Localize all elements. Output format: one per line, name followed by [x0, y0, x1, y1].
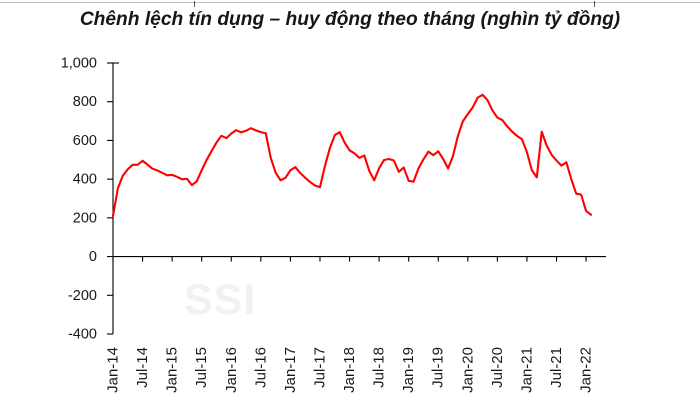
svg-text:Jan-15: Jan-15	[164, 347, 181, 393]
svg-text:200: 200	[73, 210, 97, 226]
svg-text:Jan-19: Jan-19	[400, 347, 417, 393]
svg-text:-200: -200	[68, 288, 97, 304]
svg-text:Jul-20: Jul-20	[489, 347, 506, 388]
svg-text:Jan-17: Jan-17	[282, 347, 299, 393]
svg-text:1,000: 1,000	[61, 56, 97, 72]
svg-text:Jan-14: Jan-14	[105, 347, 122, 393]
svg-text:Jul-15: Jul-15	[193, 347, 210, 388]
svg-text:Jan-20: Jan-20	[459, 347, 476, 393]
svg-text:Jan-16: Jan-16	[223, 347, 240, 393]
svg-text:Jul-14: Jul-14	[134, 347, 151, 388]
svg-text:800: 800	[73, 94, 97, 110]
svg-text:600: 600	[73, 133, 97, 149]
svg-text:Jan-22: Jan-22	[578, 347, 595, 393]
svg-text:400: 400	[73, 172, 97, 188]
svg-text:Jul-17: Jul-17	[311, 347, 328, 388]
svg-text:Jan-21: Jan-21	[518, 347, 535, 393]
svg-text:Jul-18: Jul-18	[371, 347, 388, 388]
svg-text:Jan-18: Jan-18	[341, 347, 358, 393]
svg-text:0: 0	[89, 249, 97, 265]
svg-text:Jul-21: Jul-21	[548, 347, 565, 388]
svg-text:Jul-16: Jul-16	[252, 347, 269, 388]
svg-text:-400: -400	[68, 327, 97, 343]
svg-text:Jul-19: Jul-19	[430, 347, 447, 388]
